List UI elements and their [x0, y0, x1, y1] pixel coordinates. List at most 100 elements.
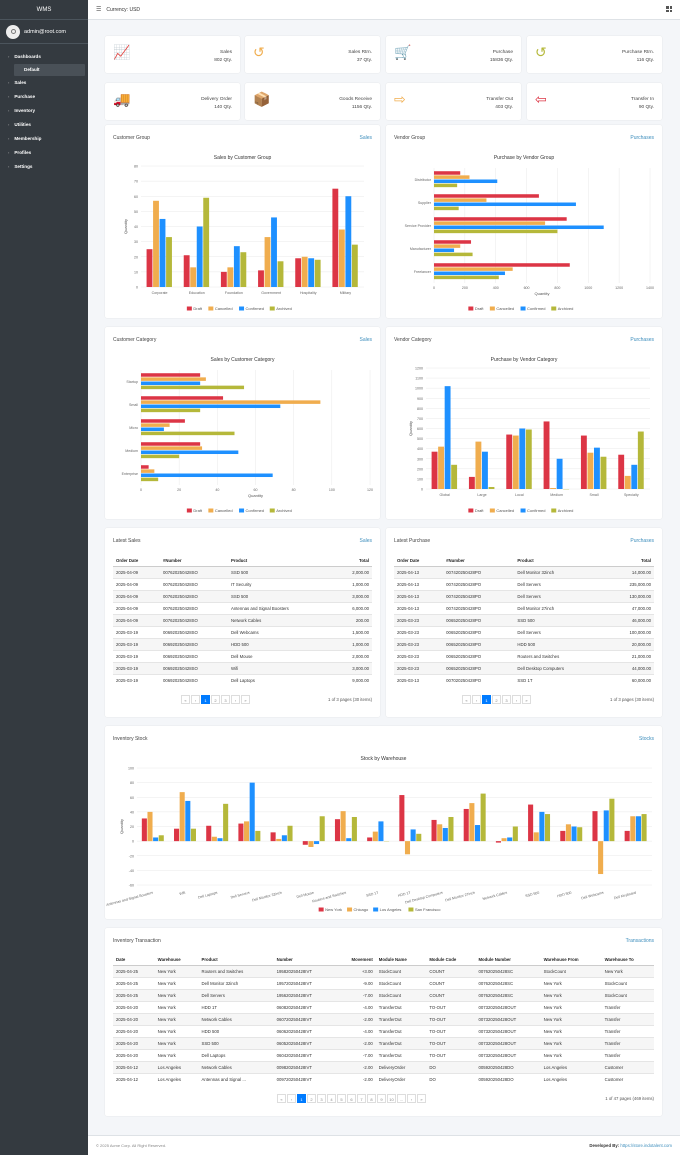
bar-archived[interactable] [488, 486, 495, 489]
page-button[interactable]: 2 [307, 1094, 316, 1103]
page-button[interactable]: « [181, 695, 190, 704]
bar-san-francisco[interactable] [287, 825, 293, 842]
bar-archived[interactable] [277, 261, 284, 287]
bar-cancelled[interactable] [338, 229, 345, 287]
table-row[interactable]: 2025-04-20 New York HDD 500 060620250428IVT… [113, 1024, 654, 1037]
stat-card-sales[interactable]: 📈 Sales 802 Qty. [105, 36, 240, 73]
bar-chicago[interactable] [598, 841, 604, 875]
bar-new-york[interactable] [302, 841, 308, 845]
bar-new-york[interactable] [399, 795, 405, 842]
bar-draft[interactable] [183, 255, 190, 287]
legend-san-francisco[interactable]: San Francisco [415, 907, 441, 912]
bar-chicago[interactable] [501, 838, 507, 842]
bar-chicago[interactable] [565, 824, 571, 842]
table-row[interactable]: 2025-04-25 New York Routers and Switches 19… [113, 964, 654, 977]
stat-card-purchase[interactable]: 🛒 Purchase 15836 Qty. [386, 36, 521, 73]
bar-chicago[interactable] [404, 841, 411, 855]
bar-san-francisco[interactable] [544, 814, 551, 842]
bar-los-angeles[interactable] [378, 821, 384, 842]
bar-confirmed[interactable] [594, 447, 600, 489]
bar-cancelled[interactable] [153, 200, 159, 287]
app-title[interactable]: WMS [0, 0, 88, 20]
bar-confirmed[interactable] [482, 451, 488, 489]
legend-draft[interactable]: Draft [193, 508, 203, 513]
table-row[interactable]: 2025-04-13 007420250428PO Dell Monitor 32i… [394, 565, 654, 578]
bar-confirmed[interactable] [519, 428, 526, 490]
page-button[interactable]: « [277, 1094, 286, 1103]
column-header[interactable]: Product [198, 954, 274, 966]
bar-cancelled[interactable] [587, 452, 594, 489]
bar-los-angeles[interactable] [442, 827, 448, 842]
page-button[interactable]: 8 [367, 1094, 376, 1103]
bar-chicago[interactable] [276, 838, 282, 842]
table-row[interactable]: 2025-04-09 007620250428SO IT Security 1,000… [113, 577, 372, 590]
bar-los-angeles[interactable] [539, 811, 545, 842]
bar-los-angeles[interactable] [249, 782, 255, 842]
bar-cancelled[interactable] [301, 256, 308, 287]
sidebar-item-settings[interactable]: ‹ Settings [0, 160, 88, 174]
bar-los-angeles[interactable] [217, 838, 223, 842]
table-row[interactable]: 2025-04-09 007620250428SO SSD 500 3,000.00 [113, 589, 372, 602]
table-row[interactable]: 2025-04-20 New York Dell Laptops 0604202504… [113, 1048, 654, 1061]
column-header[interactable]: #Number [443, 555, 515, 567]
bar-cancelled[interactable] [141, 423, 170, 427]
column-header[interactable]: Product [514, 555, 607, 567]
bar-archived[interactable] [434, 229, 558, 234]
bar-archived[interactable] [434, 252, 473, 257]
bar-chicago[interactable] [340, 811, 346, 842]
column-header[interactable]: Date [113, 954, 155, 966]
bar-san-francisco[interactable] [319, 816, 325, 842]
table-row[interactable]: 2025-04-20 New York Network Cables 06072025… [113, 1012, 654, 1025]
page-button[interactable]: 3 [502, 695, 511, 704]
sidebar-item-dashboards[interactable]: › Dashboards [0, 50, 88, 64]
legend-chicago[interactable]: Chicago [354, 907, 369, 912]
page-button[interactable]: » [417, 1094, 426, 1103]
page-button[interactable]: 10 [387, 1094, 396, 1103]
page-button[interactable]: » [241, 695, 250, 704]
stat-card-goods-receive[interactable]: 📦 Goods Receive 1156 Qty. [245, 83, 380, 120]
bar-confirmed[interactable] [141, 381, 201, 386]
sales-link[interactable]: Sales [359, 337, 372, 343]
sidebar-item-inventory[interactable]: ‹ Inventory [0, 104, 88, 118]
bar-draft[interactable] [141, 373, 201, 377]
column-header[interactable]: Module Number [475, 954, 541, 966]
bar-cancelled[interactable] [438, 446, 445, 489]
sidebar-item-purchase[interactable]: ‹ Purchase [0, 90, 88, 104]
bar-archived[interactable] [637, 431, 644, 489]
column-header[interactable]: Module Name [375, 954, 427, 966]
bar-archived[interactable] [434, 183, 458, 188]
bar-confirmed[interactable] [631, 464, 638, 489]
bar-archived[interactable] [314, 259, 321, 287]
page-button[interactable]: 1 [201, 695, 210, 704]
table-row[interactable]: 2025-04-09 007620250428SO SSD 500 2,000.00 [113, 565, 372, 578]
bar-archived[interactable] [141, 477, 159, 482]
page-button[interactable]: 5 [337, 1094, 346, 1103]
bar-chicago[interactable] [308, 841, 314, 847]
bar-confirmed[interactable] [141, 473, 273, 478]
legend-archived[interactable]: Archived [558, 306, 574, 311]
table-row[interactable]: 2025-04-20 New York HDD 1T 060820250428IVT -… [113, 1000, 654, 1013]
bar-confirmed[interactable] [271, 217, 277, 287]
user-panel[interactable]: admin@root.com [0, 20, 88, 44]
bar-confirmed[interactable] [434, 225, 604, 230]
column-header[interactable]: Order Date [394, 555, 444, 567]
page-button[interactable]: ... [397, 1094, 406, 1103]
table-row[interactable]: 2025-04-25 New York Dell Servers 1956202504… [113, 988, 654, 1001]
bar-confirmed[interactable] [556, 458, 563, 489]
developer-link[interactable]: https://store.indotalent.com [620, 1143, 672, 1148]
bar-new-york[interactable] [495, 841, 501, 843]
bar-cancelled[interactable] [475, 441, 482, 489]
bar-chicago[interactable] [211, 836, 217, 842]
bar-new-york[interactable] [206, 825, 212, 842]
legend-cancelled[interactable]: Cancelled [496, 306, 514, 311]
legend-cancelled[interactable]: Cancelled [215, 306, 233, 311]
bar-new-york[interactable] [463, 808, 469, 842]
column-header[interactable]: Warehouse To [601, 954, 654, 966]
bar-archived[interactable] [141, 454, 180, 459]
bar-draft[interactable] [220, 271, 227, 287]
bar-los-angeles[interactable] [507, 837, 513, 842]
legend-new-york[interactable]: New York [325, 907, 342, 912]
column-header[interactable]: Module Code [426, 954, 476, 966]
bar-new-york[interactable] [367, 837, 373, 842]
sales-link[interactable]: Sales [359, 135, 372, 141]
